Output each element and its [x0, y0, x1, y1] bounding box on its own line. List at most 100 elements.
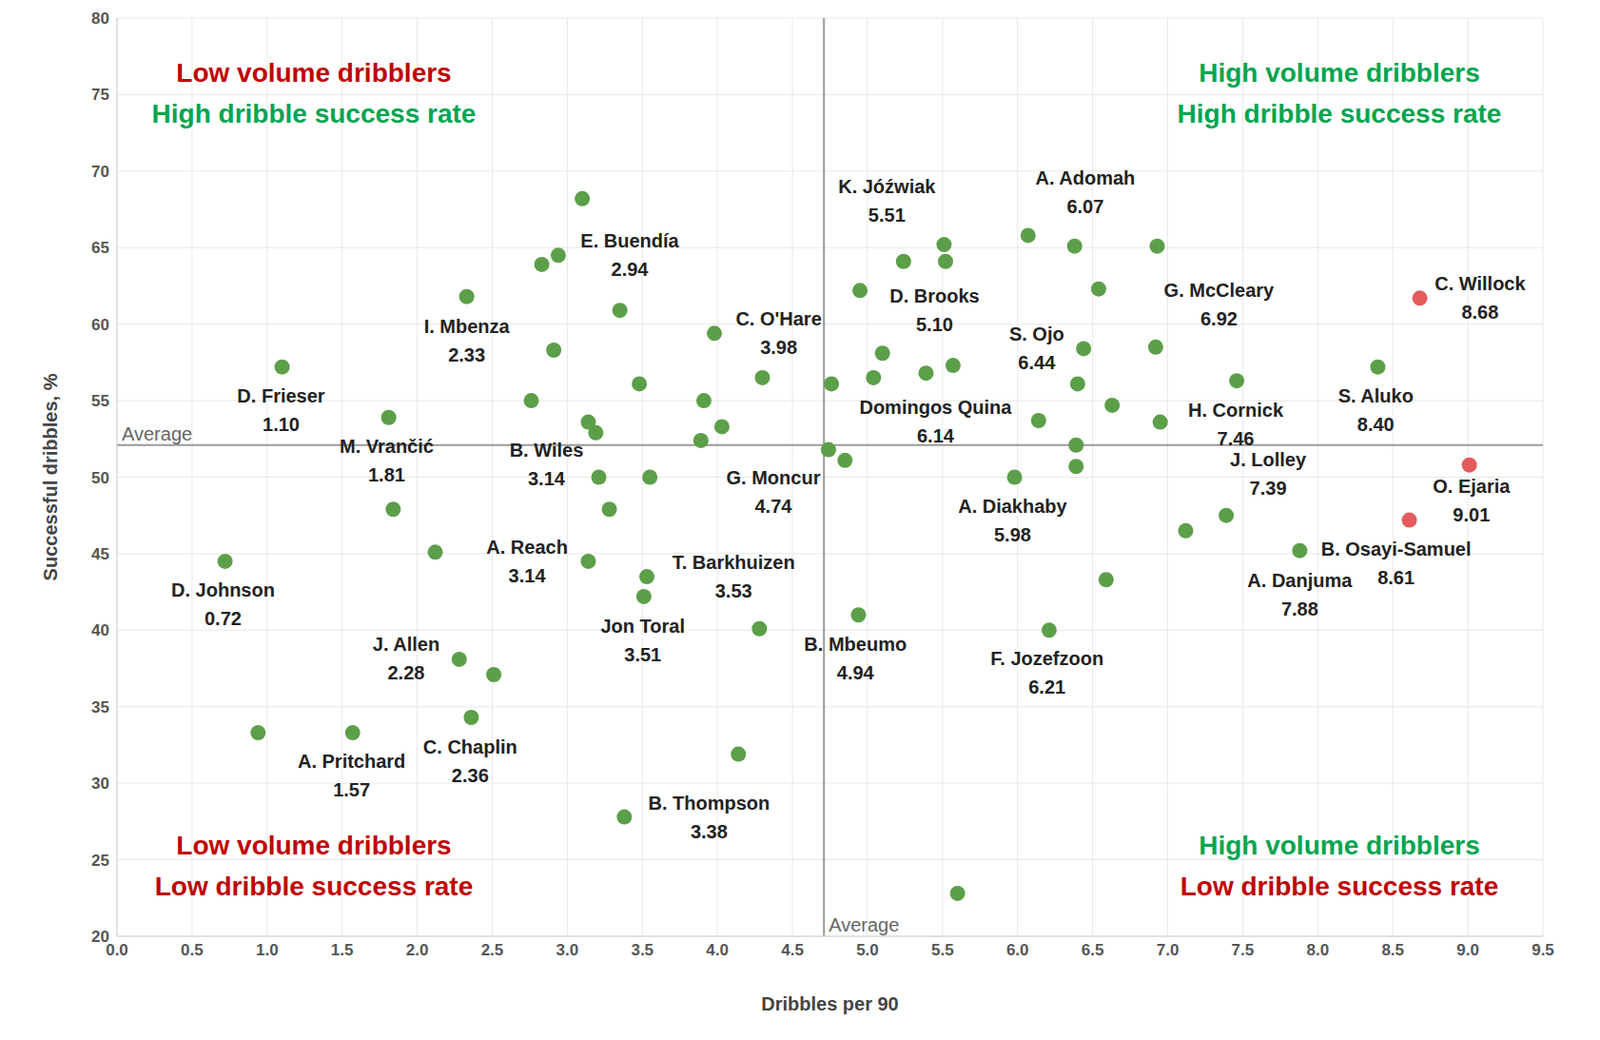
svg-text:B. Wiles: B. Wiles: [509, 439, 585, 461]
svg-text:D. Johnson: D. Johnson: [171, 579, 275, 601]
svg-text:C. Willock: C. Willock: [1434, 273, 1526, 294]
svg-text:Domingos Quina: Domingos Quina: [858, 396, 1013, 418]
svg-text:75: 75: [91, 85, 110, 104]
svg-text:A. Adomah: A. Adomah: [1034, 167, 1135, 189]
svg-text:5.10: 5.10: [916, 313, 954, 335]
svg-text:3.14: 3.14: [508, 565, 547, 586]
svg-text:35: 35: [91, 698, 110, 717]
svg-text:6.5: 6.5: [1081, 940, 1105, 959]
svg-text:Jon Toral: Jon Toral: [601, 615, 686, 637]
svg-text:1.0: 1.0: [255, 940, 279, 959]
svg-text:8.5: 8.5: [1381, 940, 1405, 959]
svg-text:6.44: 6.44: [1017, 351, 1056, 373]
svg-text:High dribble success rate: High dribble success rate: [152, 98, 477, 129]
svg-text:7.0: 7.0: [1156, 940, 1180, 959]
svg-text:1.81: 1.81: [368, 464, 406, 486]
svg-text:65: 65: [91, 238, 110, 257]
svg-text:Average: Average: [828, 914, 899, 936]
svg-text:3.14: 3.14: [527, 468, 566, 489]
svg-text:4.94: 4.94: [837, 662, 876, 683]
svg-text:2.94: 2.94: [611, 258, 650, 280]
svg-text:2.0: 2.0: [406, 940, 430, 959]
svg-text:30: 30: [91, 774, 110, 793]
svg-text:1.57: 1.57: [332, 779, 371, 800]
svg-text:8.68: 8.68: [1461, 301, 1499, 323]
svg-text:2.28: 2.28: [387, 662, 425, 683]
svg-text:J. Lolley: J. Lolley: [1229, 448, 1308, 470]
svg-text:2.5: 2.5: [481, 940, 505, 959]
svg-text:S. Ojo: S. Ojo: [1009, 323, 1065, 345]
svg-text:5.5: 5.5: [931, 940, 955, 959]
svg-text:50: 50: [91, 468, 110, 488]
svg-text:B. Osayi-Samuel: B. Osayi-Samuel: [1321, 538, 1472, 560]
svg-text:E. Buendía: E. Buendía: [580, 230, 680, 252]
svg-text:D. Brooks: D. Brooks: [889, 285, 979, 307]
svg-text:Dribbles per 90: Dribbles per 90: [760, 993, 899, 1015]
svg-text:5.0: 5.0: [856, 940, 879, 959]
svg-text:Low dribble success rate: Low dribble success rate: [155, 871, 474, 901]
svg-text:S. Aluko: S. Aluko: [1338, 385, 1414, 407]
svg-text:3.53: 3.53: [715, 580, 753, 602]
svg-text:3.5: 3.5: [630, 940, 654, 959]
svg-text:2.33: 2.33: [448, 344, 486, 366]
svg-text:H. Cornick: H. Cornick: [1188, 399, 1285, 421]
svg-text:K. Jóźwiak: K. Jóźwiak: [838, 175, 937, 197]
svg-text:High volume dribblers: High volume dribblers: [1198, 58, 1481, 88]
svg-text:7.88: 7.88: [1281, 598, 1319, 620]
svg-text:B. Thompson: B. Thompson: [648, 792, 771, 814]
svg-text:40: 40: [91, 621, 110, 640]
svg-text:70: 70: [91, 162, 110, 181]
svg-text:Average: Average: [121, 423, 193, 445]
svg-text:G. Moncur: G. Moncur: [726, 467, 821, 488]
svg-text:5.98: 5.98: [994, 524, 1032, 546]
svg-text:25: 25: [91, 851, 110, 870]
svg-text:7.5: 7.5: [1231, 940, 1255, 959]
svg-text:I. Mbenza: I. Mbenza: [424, 315, 511, 337]
svg-text:Low volume dribblers: Low volume dribblers: [175, 58, 451, 88]
svg-text:J. Allen: J. Allen: [372, 633, 440, 655]
svg-text:High volume dribblers: High volume dribblers: [1198, 830, 1481, 860]
svg-text:B. Mbeumo: B. Mbeumo: [803, 633, 907, 655]
svg-text:1.10: 1.10: [262, 413, 300, 435]
svg-text:45: 45: [91, 545, 110, 564]
svg-text:G. McCleary: G. McCleary: [1164, 279, 1275, 301]
svg-text:M. Vrančić: M. Vrančić: [339, 435, 434, 457]
svg-text:20: 20: [91, 927, 110, 946]
svg-text:60: 60: [91, 315, 110, 334]
svg-text:6.0: 6.0: [1006, 940, 1030, 959]
svg-text:Successful dribbles, %: Successful dribbles, %: [39, 372, 61, 581]
svg-text:8.40: 8.40: [1357, 413, 1395, 435]
svg-text:0.5: 0.5: [180, 940, 204, 959]
svg-text:6.14: 6.14: [917, 425, 956, 447]
svg-text:8.61: 8.61: [1377, 566, 1415, 588]
svg-text:4.0: 4.0: [705, 940, 729, 959]
svg-text:6.07: 6.07: [1066, 195, 1104, 217]
svg-text:7.39: 7.39: [1249, 477, 1288, 499]
svg-text:A. Danjuma: A. Danjuma: [1247, 569, 1353, 591]
svg-text:A. Diakhaby: A. Diakhaby: [957, 495, 1068, 517]
svg-text:55: 55: [91, 391, 110, 410]
svg-text:80: 80: [91, 9, 110, 28]
svg-text:C. O'Hare: C. O'Hare: [735, 308, 821, 330]
svg-text:6.21: 6.21: [1028, 676, 1066, 698]
svg-text:1.5: 1.5: [331, 940, 354, 959]
svg-text:9.01: 9.01: [1452, 504, 1490, 526]
svg-text:D. Frieser: D. Frieser: [236, 385, 325, 407]
svg-text:F. Jozefzoon: F. Jozefzoon: [990, 647, 1104, 669]
svg-text:C. Chaplin: C. Chaplin: [423, 736, 518, 758]
svg-text:6.92: 6.92: [1200, 308, 1238, 330]
svg-text:Low volume dribblers: Low volume dribblers: [175, 830, 451, 860]
svg-text:9.0: 9.0: [1456, 940, 1480, 959]
svg-text:5.51: 5.51: [868, 204, 906, 226]
svg-text:A. Reach: A. Reach: [486, 536, 568, 558]
svg-text:A. Pritchard: A. Pritchard: [297, 750, 406, 772]
svg-text:3.51: 3.51: [624, 643, 662, 665]
svg-text:7.46: 7.46: [1217, 428, 1255, 449]
svg-text:3.0: 3.0: [556, 940, 580, 959]
svg-text:High dribble success rate: High dribble success rate: [1177, 98, 1503, 129]
svg-text:O. Ejaria: O. Ejaria: [1432, 475, 1511, 497]
svg-text:Low dribble success rate: Low dribble success rate: [1180, 871, 1500, 901]
svg-text:4.5: 4.5: [780, 940, 804, 959]
svg-text:3.38: 3.38: [690, 820, 728, 842]
svg-text:3.98: 3.98: [760, 336, 798, 358]
